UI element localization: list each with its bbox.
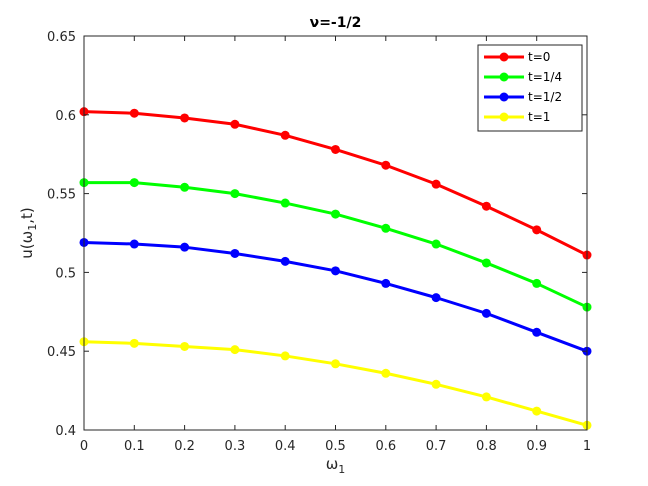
y-axis-label-prefix: u(ω: [18, 231, 36, 259]
data-point-0-7: [431, 179, 441, 189]
data-point-0-4: [280, 130, 290, 140]
data-point-2-4: [280, 256, 290, 266]
data-point-2-3: [230, 248, 240, 258]
data-point-1-6: [381, 223, 391, 233]
data-point-3-3: [230, 345, 240, 355]
data-point-1-5: [331, 209, 340, 219]
data-point-2-2: [180, 242, 190, 252]
y-tick-label: 0.6: [55, 109, 76, 124]
x-tick-label: 0.9: [526, 439, 547, 454]
y-tick-label: 0.5: [55, 266, 76, 281]
legend-label-0: t=0: [528, 50, 550, 64]
y-tick-label: 0.45: [47, 345, 76, 360]
y-axis-label-subscript: 1: [26, 224, 39, 231]
y-tick-label: 0.55: [47, 188, 76, 203]
data-point-1-4: [280, 198, 290, 208]
x-tick-label: 0: [80, 439, 88, 454]
series-layer: [79, 107, 592, 430]
data-point-2-5: [331, 266, 340, 276]
data-point-2-6: [381, 278, 391, 288]
x-tick-label: 0.3: [225, 439, 246, 454]
x-tick-label: 0.4: [275, 439, 296, 454]
data-point-3-5: [331, 359, 340, 369]
y-axis-label: u(ω1,t): [18, 207, 39, 258]
data-point-0-2: [180, 113, 190, 123]
data-point-1-7: [431, 239, 441, 249]
data-point-2-9: [532, 327, 542, 337]
data-point-0-6: [381, 160, 391, 170]
data-point-0-5: [331, 144, 340, 154]
x-tick-label: 0.1: [124, 439, 145, 454]
data-point-0-8: [481, 201, 491, 211]
x-tick-label: 0.6: [375, 439, 396, 454]
data-point-2-7: [431, 293, 441, 303]
x-tick-label: 0.2: [174, 439, 195, 454]
y-tick-label: 0.65: [47, 30, 76, 45]
x-axis-label-subscript: 1: [338, 463, 345, 476]
data-point-0-3: [230, 119, 240, 129]
data-point-1-1: [129, 178, 139, 188]
data-point-2-1: [129, 239, 139, 249]
legend-marker-1: [499, 72, 509, 82]
data-point-1-2: [180, 182, 190, 192]
data-point-1-8: [481, 258, 491, 268]
y-tick-label: 0.4: [55, 424, 76, 439]
data-point-3-1: [129, 338, 139, 348]
data-point-3-2: [180, 341, 190, 351]
legend-label-3: t=1: [528, 110, 550, 124]
x-tick-label: 0.7: [426, 439, 447, 454]
data-point-3-8: [481, 392, 491, 402]
data-point-0-9: [532, 225, 542, 235]
data-point-3-7: [431, 379, 441, 389]
data-point-3-9: [532, 406, 542, 416]
legend-marker-2: [499, 92, 509, 102]
ticks-layer: 0 0.1 0.2 0.3 0.4 0.5 0.6 0.7 0.8 0.9 1 0.4 0.45 0.5 0…: [47, 30, 591, 454]
legend-marker-3: [499, 112, 509, 122]
data-point-2-8: [481, 308, 491, 318]
x-tick-label: 0.8: [476, 439, 497, 454]
data-point-3-4: [280, 351, 290, 361]
x-tick-label: 0.5: [325, 439, 346, 454]
y-axis-label-suffix: ,t): [18, 207, 36, 224]
legend: t=0 t=1/4 t=1/2 t=1: [477, 44, 583, 132]
x-axis-label: ω1: [326, 455, 346, 476]
legend-label-2: t=1/2: [528, 90, 562, 104]
data-point-3-6: [381, 368, 391, 378]
legend-label-1: t=1/4: [528, 70, 562, 84]
x-axis-label-main: ω: [326, 455, 339, 473]
legend-marker-0: [499, 52, 509, 62]
data-point-1-9: [532, 278, 542, 288]
x-tick-label: 1: [583, 439, 591, 454]
data-point-1-3: [230, 189, 240, 199]
data-point-0-1: [129, 108, 139, 118]
chart-title: ν=-1/2: [310, 15, 362, 31]
